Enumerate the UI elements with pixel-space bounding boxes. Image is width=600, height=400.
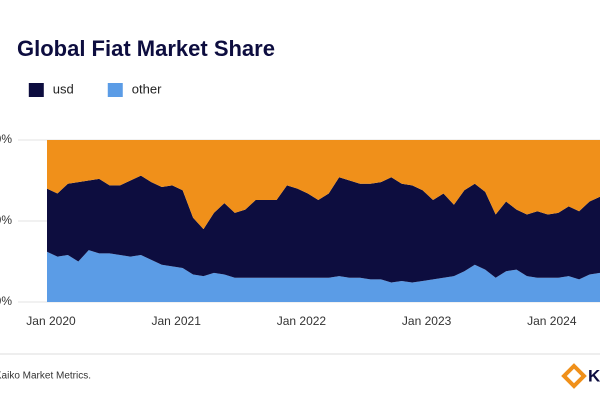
x-tick-label: Jan 2020: [26, 314, 76, 328]
x-tick-label: Jan 2022: [277, 314, 327, 328]
x-tick-label: Jan 2023: [402, 314, 452, 328]
legend-swatch: [107, 83, 123, 97]
logo-text: Kaiko: [588, 366, 600, 385]
source-note: Source: Kaiko Market Metrics.: [0, 371, 91, 382]
y-tick-label: 100%: [0, 132, 12, 146]
y-tick-label: 0%: [0, 294, 12, 308]
legend-label: usd: [53, 81, 74, 96]
area: [47, 175, 600, 283]
logo-icon: [561, 363, 587, 389]
chart-title: Global Fiat Market Share: [17, 36, 275, 61]
legend-swatch: [28, 83, 44, 97]
y-tick-label: 50%: [0, 213, 12, 227]
x-tick-label: Jan 2021: [152, 314, 202, 328]
x-tick-label: Jan 2024: [527, 314, 577, 328]
area: [47, 140, 600, 230]
legend-label: other: [132, 81, 162, 96]
area: [47, 250, 600, 302]
